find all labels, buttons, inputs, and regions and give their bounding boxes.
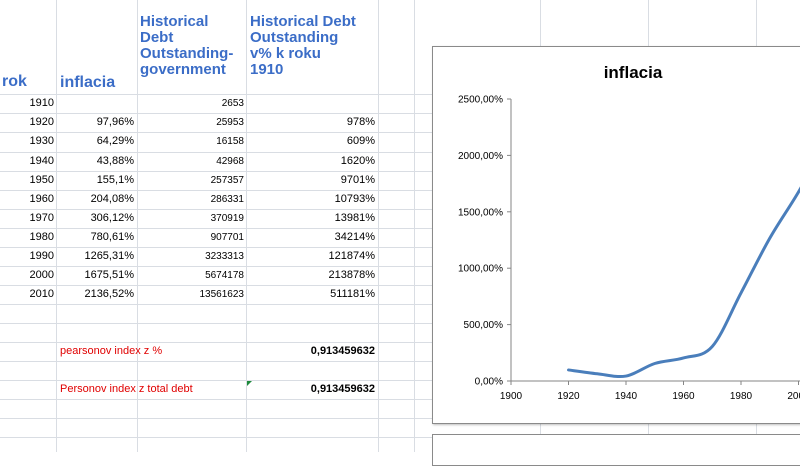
cell-year[interactable]: 2000 (0, 268, 54, 282)
series-line (569, 140, 800, 377)
cell-inflacia[interactable]: 155,1% (56, 173, 134, 187)
cell-pct[interactable]: 978% (246, 115, 375, 129)
pearson-total-value[interactable]: 0,913459632 (246, 382, 375, 396)
header-inflacia: inflacia (60, 75, 115, 91)
x-tick-label: 1980 (730, 391, 753, 402)
cell-debt[interactable]: 257357 (137, 174, 244, 188)
cell-year[interactable]: 1940 (0, 154, 54, 168)
header-debt-government: Historical Debt Outstanding- government (140, 14, 233, 78)
cell-inflacia[interactable]: 64,29% (56, 134, 134, 148)
cell-pct[interactable]: 9701% (246, 173, 375, 187)
cell-year[interactable]: 1980 (0, 230, 54, 244)
cell-debt[interactable]: 3233313 (137, 250, 244, 264)
cell-pct[interactable]: 609% (246, 134, 375, 148)
chart-canvas: inflacia 0,00% 500,00% 1000,00% 1500,00% 2000… (433, 47, 800, 423)
header-debt-percent: Historical Debt Outstanding v% k roku 19… (250, 14, 356, 78)
pearson-pct-value[interactable]: 0,913459632 (246, 344, 375, 358)
cell-debt[interactable]: 25953 (137, 116, 244, 130)
cell-year[interactable]: 1950 (0, 173, 54, 187)
y-tick-label: 1500,00% (458, 207, 503, 218)
cell-pct[interactable]: 213878% (246, 268, 375, 282)
inflation-chart[interactable]: inflacia 0,00% 500,00% 1000,00% 1500,00% 2000… (432, 46, 800, 424)
pearson-total-label[interactable]: Personov index z total debt (60, 382, 193, 396)
cell-pct[interactable]: 1620% (246, 154, 375, 168)
cell-debt[interactable]: 286331 (137, 193, 244, 207)
x-tick-label: 2000 (787, 391, 800, 402)
cell-inflacia[interactable]: 1265,31% (56, 249, 134, 263)
x-tick-label: 1960 (672, 391, 695, 402)
x-tick-label: 1920 (557, 391, 580, 402)
cell-year[interactable]: 1960 (0, 192, 54, 206)
cell-debt[interactable]: 907701 (137, 231, 244, 245)
cell-debt[interactable]: 13561623 (137, 288, 244, 302)
cell-year[interactable]: 1930 (0, 134, 54, 148)
header-rok: rok (2, 74, 27, 90)
cell-debt[interactable]: 16158 (137, 135, 244, 149)
cell-inflacia[interactable]: 1675,51% (56, 268, 134, 282)
x-tick-label: 1940 (615, 391, 638, 402)
chart-title: inflacia (604, 63, 663, 82)
cell-debt[interactable]: 370919 (137, 212, 244, 226)
cell-inflacia[interactable]: 43,88% (56, 154, 134, 168)
cell-debt[interactable]: 42968 (137, 155, 244, 169)
second-chart[interactable] (432, 434, 800, 466)
cell-inflacia[interactable]: 306,12% (56, 211, 134, 225)
cell-pct[interactable]: 13981% (246, 211, 375, 225)
cell-inflacia[interactable]: 780,61% (56, 230, 134, 244)
cell-year[interactable]: 1910 (0, 96, 54, 110)
cell-debt[interactable]: 2653 (137, 97, 244, 111)
cell-inflacia[interactable]: 204,08% (56, 192, 134, 206)
cell-year[interactable]: 2010 (0, 287, 54, 301)
x-tick-label: 1900 (500, 391, 523, 402)
cell-pct[interactable]: 511181% (246, 287, 375, 301)
cell-inflacia[interactable]: 97,96% (56, 115, 134, 129)
cell-inflacia[interactable]: 2136,52% (56, 287, 134, 301)
cell-year[interactable]: 1920 (0, 115, 54, 129)
y-tick-label: 2000,00% (458, 151, 503, 162)
y-tick-label: 2500,00% (458, 95, 503, 106)
cell-pct[interactable]: 121874% (246, 249, 375, 263)
y-tick-label: 1000,00% (458, 264, 503, 275)
cell-pct[interactable]: 10793% (246, 192, 375, 206)
cell-pct[interactable]: 34214% (246, 230, 375, 244)
cell-year[interactable]: 1970 (0, 211, 54, 225)
y-tick-label: 500,00% (464, 320, 504, 331)
cell-year[interactable]: 1990 (0, 249, 54, 263)
y-tick-label: 0,00% (475, 377, 503, 388)
pearson-pct-label[interactable]: pearsonov index z % (60, 344, 162, 358)
cell-debt[interactable]: 5674178 (137, 269, 244, 283)
